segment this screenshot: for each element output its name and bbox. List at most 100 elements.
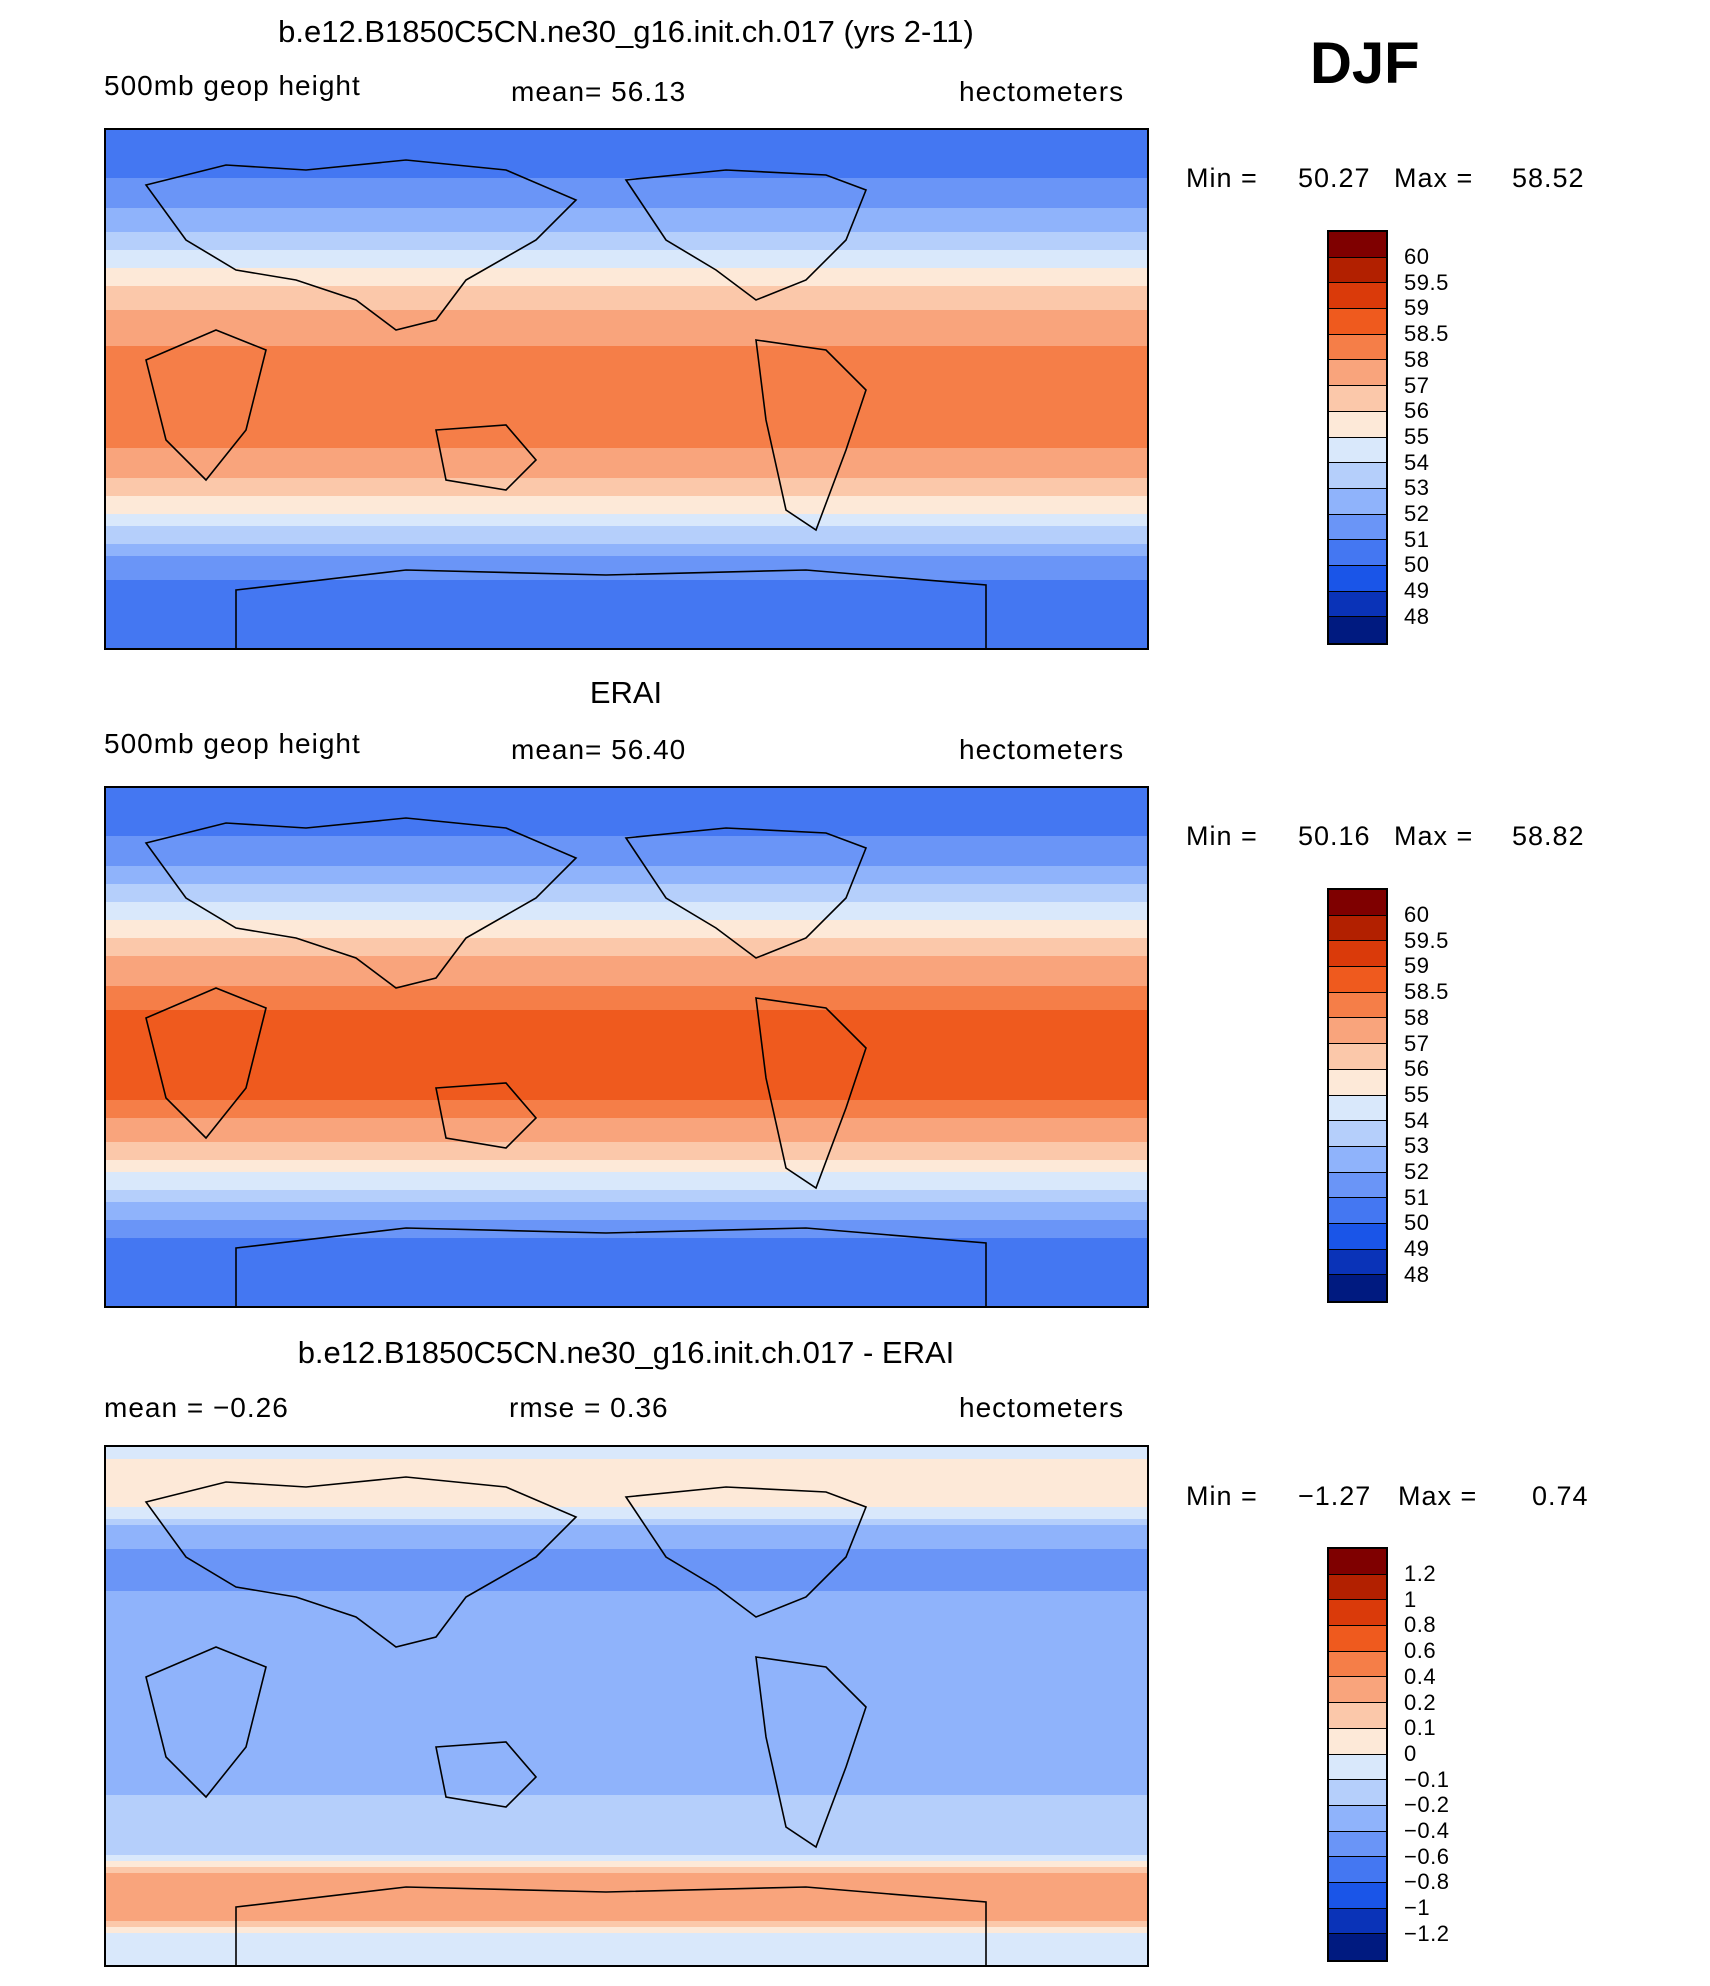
contour-band bbox=[106, 1148, 1147, 1155]
coastline bbox=[144, 1476, 578, 1648]
contour-band bbox=[106, 202, 1147, 209]
contour-band bbox=[106, 1507, 1147, 1514]
colorbar-tick-label: 0 bbox=[1404, 1740, 1417, 1766]
colorbar-segment bbox=[1329, 1198, 1386, 1224]
contour-band bbox=[106, 1519, 1147, 1526]
contour-band bbox=[106, 220, 1147, 227]
contour-band bbox=[106, 490, 1147, 497]
contour-band bbox=[106, 238, 1147, 245]
colorbar-segment bbox=[1329, 1574, 1386, 1601]
contour-band bbox=[106, 1046, 1147, 1053]
contour-band bbox=[106, 526, 1147, 533]
contour-band bbox=[106, 1573, 1147, 1580]
colorbar-segment bbox=[1329, 540, 1386, 566]
contour-band bbox=[106, 1855, 1147, 1862]
contour-band bbox=[106, 1603, 1147, 1610]
contour-band bbox=[106, 580, 1147, 587]
contour-band bbox=[106, 514, 1147, 521]
contour-band bbox=[106, 1154, 1147, 1161]
contour-band bbox=[106, 1010, 1147, 1017]
colorbar-tick-label: 1 bbox=[1404, 1586, 1417, 1612]
contour-band bbox=[106, 1088, 1147, 1095]
contour-band bbox=[106, 1807, 1147, 1814]
colorbar-tick-label: 54 bbox=[1404, 449, 1430, 475]
panel-3-map bbox=[104, 1445, 1149, 1967]
contour-band bbox=[106, 1957, 1147, 1964]
contour-band bbox=[106, 262, 1147, 269]
contour-band bbox=[106, 1915, 1147, 1922]
contour-band bbox=[106, 1232, 1147, 1239]
contour-band bbox=[106, 1759, 1147, 1766]
colorbar-segment bbox=[1329, 360, 1386, 387]
panel-3-contour-plot bbox=[106, 1447, 1147, 1965]
contour-band bbox=[106, 890, 1147, 897]
contour-band bbox=[106, 628, 1147, 635]
panel-3-units-label: hectometers bbox=[959, 1392, 1125, 1423]
colorbar-tick-label: 52 bbox=[1404, 501, 1430, 526]
contour-band bbox=[106, 1609, 1147, 1616]
contour-band bbox=[106, 1477, 1147, 1484]
contour-band bbox=[106, 154, 1147, 161]
contour-band bbox=[106, 992, 1147, 999]
contour-band bbox=[106, 1555, 1147, 1562]
panel-1-min-value: 50.27 bbox=[1298, 163, 1371, 193]
contour-band bbox=[106, 634, 1147, 641]
contour-band bbox=[106, 1669, 1147, 1676]
contour-band bbox=[106, 1831, 1147, 1838]
colorbar-segment bbox=[1329, 1095, 1386, 1122]
contour-band bbox=[106, 532, 1147, 539]
contour-band bbox=[106, 616, 1147, 623]
contour-band bbox=[106, 1280, 1147, 1287]
colorbar-tick-label: −0.8 bbox=[1404, 1869, 1450, 1895]
contour-band bbox=[106, 1819, 1147, 1826]
contour-band bbox=[106, 1621, 1147, 1628]
panel-3-max-value: 0.74 bbox=[1532, 1481, 1589, 1511]
colorbar-segment bbox=[1329, 1651, 1386, 1678]
panel-2-max-value: 58.82 bbox=[1512, 821, 1585, 851]
contour-band bbox=[106, 950, 1147, 957]
contour-band bbox=[106, 136, 1147, 143]
contour-band bbox=[106, 1837, 1147, 1844]
contour-band bbox=[106, 1064, 1147, 1071]
contour-band bbox=[106, 1873, 1147, 1880]
contour-band bbox=[106, 1933, 1147, 1940]
colorbar-segment bbox=[1329, 309, 1386, 335]
contour-band bbox=[106, 466, 1147, 473]
contour-band bbox=[106, 1196, 1147, 1203]
contour-band bbox=[106, 388, 1147, 395]
season-label: DJF bbox=[1310, 31, 1420, 96]
panel-1-colorbar bbox=[1327, 230, 1388, 645]
contour-band bbox=[106, 280, 1147, 287]
colorbar-segment bbox=[1329, 232, 1386, 258]
contour-band bbox=[106, 1657, 1147, 1664]
contour-band bbox=[106, 1579, 1147, 1586]
contour-band bbox=[106, 1076, 1147, 1083]
contour-band bbox=[106, 340, 1147, 347]
contour-band bbox=[106, 496, 1147, 503]
colorbar-segment bbox=[1329, 1780, 1386, 1806]
contour-band bbox=[106, 1094, 1147, 1101]
panel-1-variable-label: 500mb geop height bbox=[104, 70, 361, 101]
contour-band bbox=[106, 1867, 1147, 1874]
contour-band bbox=[106, 1849, 1147, 1856]
contour-band bbox=[106, 998, 1147, 1005]
colorbar-segment bbox=[1329, 386, 1386, 412]
contour-band bbox=[106, 244, 1147, 251]
contour-band bbox=[106, 1897, 1147, 1904]
contour-band bbox=[106, 1921, 1147, 1928]
panel-2-variable-label: 500mb geop height bbox=[104, 728, 361, 759]
contour-band bbox=[106, 304, 1147, 311]
contour-band bbox=[106, 1795, 1147, 1802]
panel-2-title: ERAI bbox=[589, 675, 663, 710]
coastline bbox=[755, 339, 867, 532]
contour-band bbox=[106, 376, 1147, 383]
contour-band bbox=[106, 286, 1147, 293]
colorbar-segment bbox=[1329, 1703, 1386, 1729]
contour-band bbox=[106, 1286, 1147, 1293]
colorbar-tick-label: 57 bbox=[1404, 1030, 1430, 1056]
panel-3-mean-label: mean = −0.26 bbox=[104, 1392, 289, 1423]
coastline bbox=[145, 987, 267, 1140]
colorbar-segment bbox=[1329, 1549, 1386, 1575]
coastline bbox=[624, 1486, 868, 1618]
contour-band bbox=[106, 640, 1147, 647]
